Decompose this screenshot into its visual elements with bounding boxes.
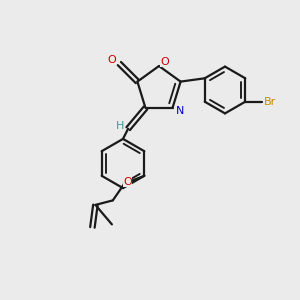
Text: O: O	[107, 55, 116, 65]
Text: Br: Br	[264, 97, 276, 107]
Text: O: O	[160, 57, 169, 68]
Text: H: H	[116, 121, 124, 131]
Text: O: O	[123, 177, 132, 188]
Text: N: N	[176, 106, 184, 116]
